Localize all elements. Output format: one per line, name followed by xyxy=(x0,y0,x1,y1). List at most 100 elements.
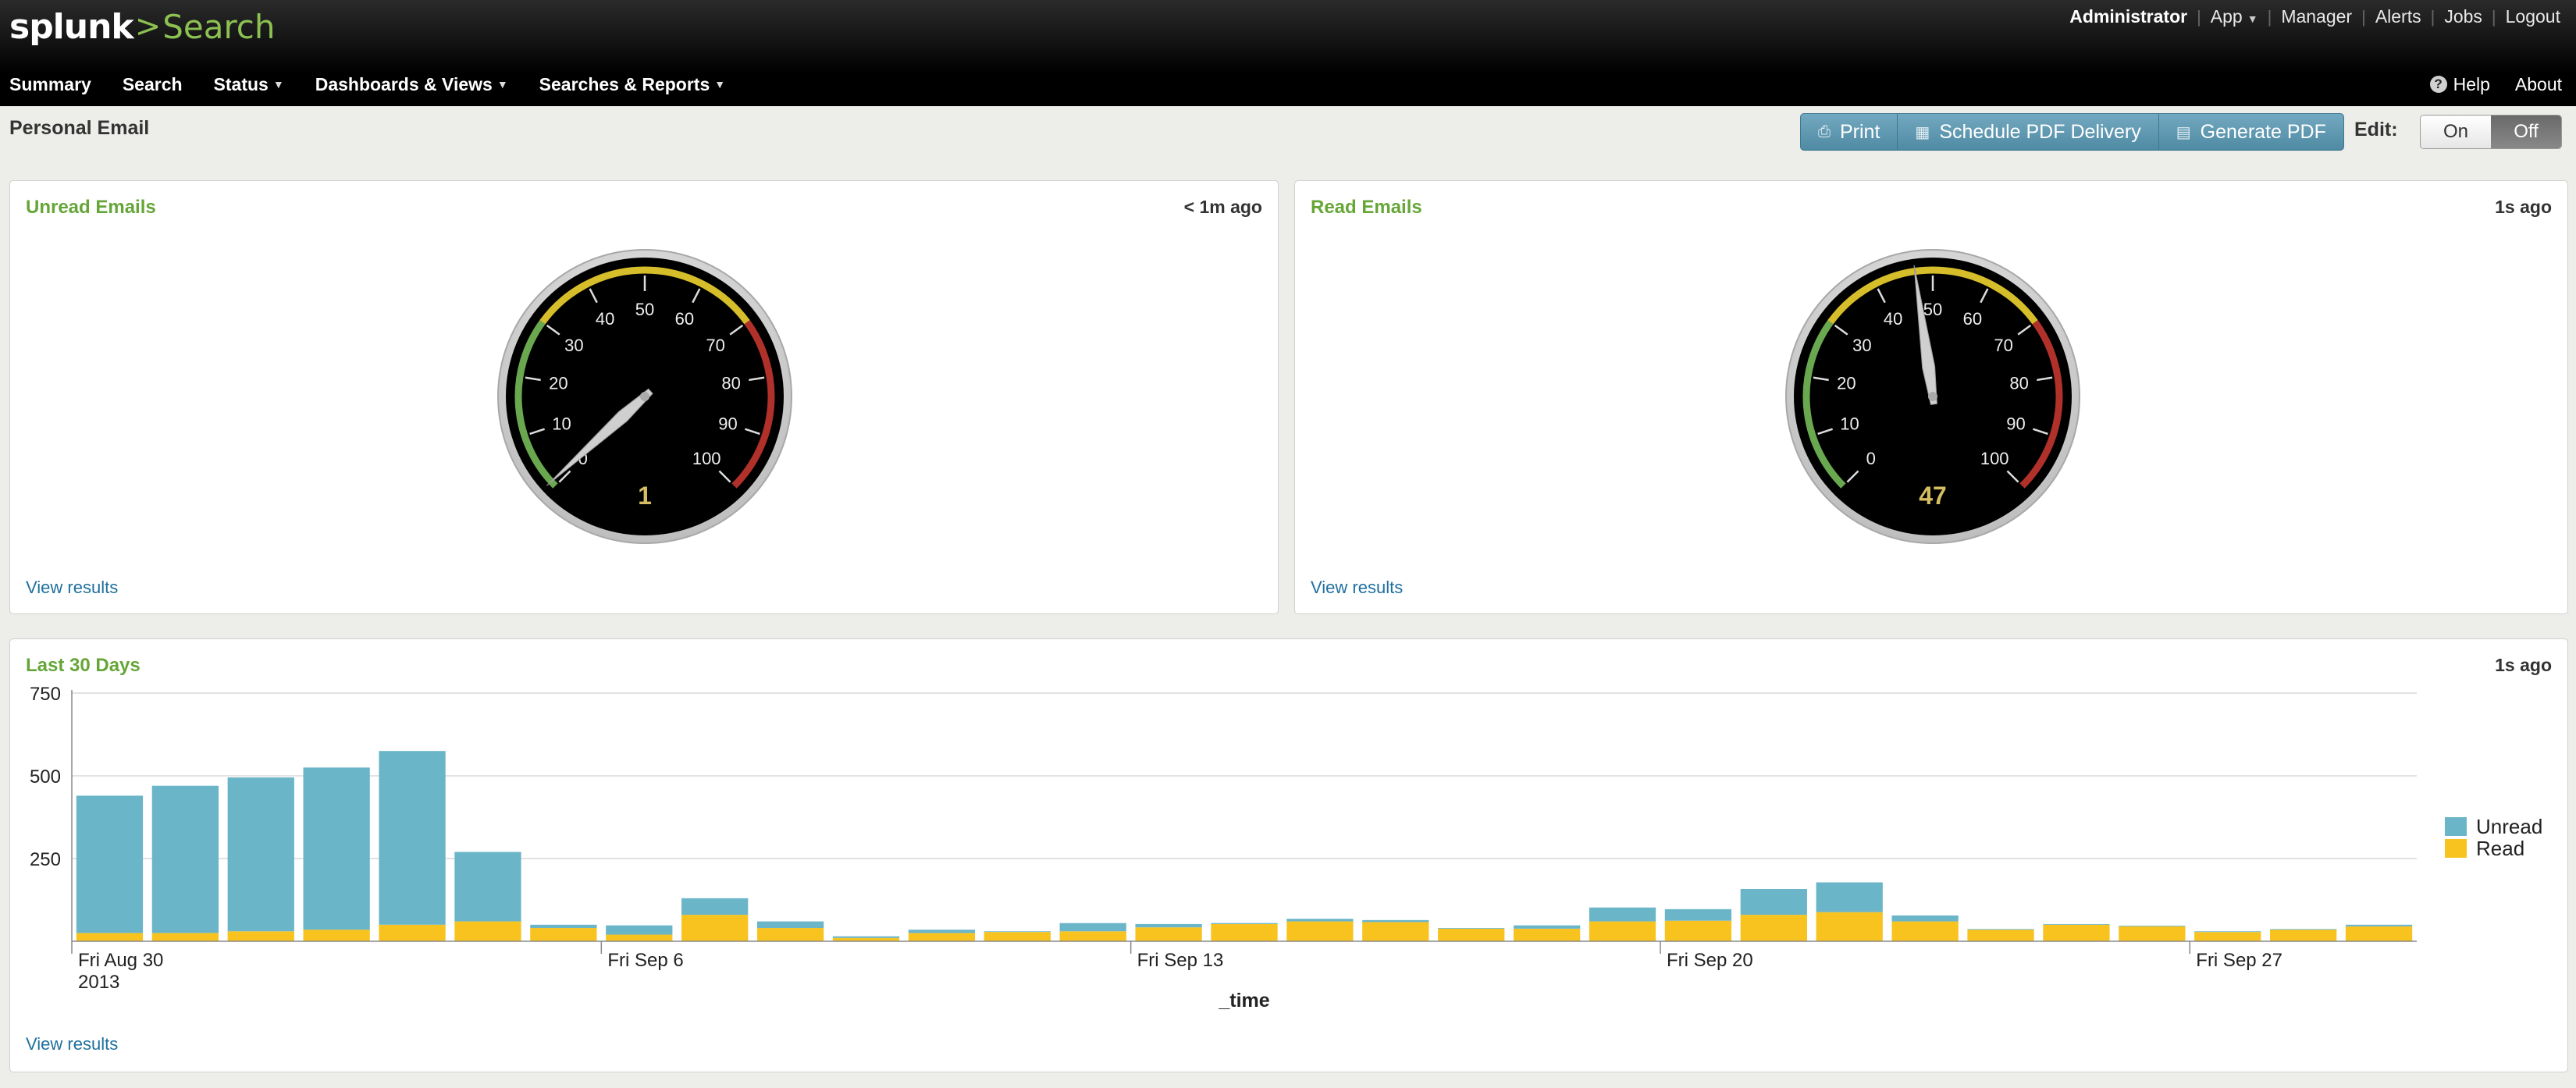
gauge-tick xyxy=(692,288,701,304)
generate-pdf-button[interactable]: ▤ Generate PDF xyxy=(2176,120,2326,143)
logo-text: splunk xyxy=(9,6,134,47)
nav-status[interactable]: Status ▼ xyxy=(213,73,284,94)
gauge-range-band xyxy=(731,320,775,489)
read-emails-panel: Read Emails 1s ago 0 10 20 30 40 50 60 70 80 90 10… xyxy=(1294,180,2568,614)
legend-item-read[interactable]: Read xyxy=(2445,837,2542,860)
gauge-tick xyxy=(1817,428,1833,436)
nav-search[interactable]: Search xyxy=(122,73,183,94)
gauge-tick-label: 40 xyxy=(596,309,614,329)
gauge-tick xyxy=(529,428,545,436)
logout-link[interactable]: Logout xyxy=(2505,6,2560,27)
gauge-tick-label: 80 xyxy=(2009,373,2028,393)
print-button[interactable]: ⎙ Print xyxy=(1801,114,1898,150)
gauge-needle xyxy=(546,388,653,486)
edit-on-button[interactable]: On xyxy=(2421,116,2491,148)
help-icon[interactable]: ? xyxy=(2429,76,2447,93)
edit-toggle: On Off xyxy=(2420,115,2562,149)
gauge-tick xyxy=(745,428,760,436)
chevron-down-icon: ▼ xyxy=(496,78,508,91)
about-link[interactable]: About xyxy=(2514,73,2562,94)
printer-icon: ⎙ xyxy=(1818,123,1831,140)
right-nav: ? Help About xyxy=(2429,70,2562,98)
edit-off-button[interactable]: Off xyxy=(2491,116,2561,148)
help-link[interactable]: Help xyxy=(2453,73,2490,94)
gauge-tick-label: 30 xyxy=(1852,336,1871,355)
app-name: Search xyxy=(162,7,276,46)
gauge-tick-label: 70 xyxy=(1994,336,2012,355)
panel-timestamp: 1s ago xyxy=(2495,197,2552,217)
pdf-toolbar: ⎙ Print ▦ Schedule PDF Delivery ▤ Genera… xyxy=(1800,113,2344,151)
gauge-tick xyxy=(2033,428,2048,436)
read-gauge: 0 10 20 30 40 50 60 70 80 90 100 47 xyxy=(1785,249,2080,544)
gauge-tick-label: 20 xyxy=(549,373,568,393)
gauge-tick xyxy=(1813,376,1829,382)
jobs-link[interactable]: Jobs xyxy=(2444,6,2482,27)
gauge-tick xyxy=(2037,376,2053,382)
gauge-value: 47 xyxy=(1919,482,1947,510)
gauge-tick xyxy=(749,376,765,382)
gauge-value: 1 xyxy=(638,482,652,510)
schedule-pdf-button[interactable]: ▦ Schedule PDF Delivery xyxy=(1898,114,2159,150)
gauge-tick-label: 90 xyxy=(718,414,737,434)
gauge-tick-label: 100 xyxy=(1980,449,2009,468)
view-results-link[interactable]: View results xyxy=(26,578,119,597)
gauge-tick-label: 0 xyxy=(1866,449,1876,468)
gauge-tick-label: 60 xyxy=(675,309,694,329)
chevron-down-icon: ▼ xyxy=(272,78,284,91)
chevron-down-icon: ▼ xyxy=(2247,12,2258,25)
app-menu[interactable]: App ▼ xyxy=(2210,6,2258,27)
gauge-tick xyxy=(2017,324,2032,336)
legend-swatch xyxy=(2445,839,2467,858)
gauge-range-band xyxy=(1827,266,2038,325)
gauge-hub xyxy=(640,392,649,401)
legend-item-unread[interactable]: Unread xyxy=(2445,815,2542,838)
panel-timestamp: 1s ago xyxy=(2495,655,2552,675)
document-icon: ▤ xyxy=(2176,123,2191,141)
panel-title: Read Emails xyxy=(1311,197,1422,218)
logo-caret: > xyxy=(134,9,162,44)
gauge-tick-label: 40 xyxy=(1884,309,1902,329)
gauge-tick xyxy=(718,470,731,483)
gauge-tick-label: 30 xyxy=(564,336,583,355)
last-30-days-panel: Last 30 Days 1s ago View results xyxy=(9,638,2568,1072)
gauge-tick-label: 20 xyxy=(1837,373,1856,393)
nav-summary[interactable]: Summary xyxy=(9,73,91,94)
panel-title: Unread Emails xyxy=(26,197,156,218)
legend-swatch xyxy=(2445,817,2467,836)
gauge-tick-label: 70 xyxy=(706,336,724,355)
gauge-needle xyxy=(1913,265,1937,406)
main-nav: Summary Search Status ▼ Dashboards & View… xyxy=(0,70,747,98)
gauge-tick xyxy=(1846,470,1859,483)
nav-dashboards-views[interactable]: Dashboards & Views ▼ xyxy=(315,73,508,94)
gauge-tick xyxy=(1877,288,1886,304)
gauge-tick xyxy=(729,324,744,336)
panel-title: Last 30 Days xyxy=(26,655,141,676)
splunk-logo[interactable]: splunk > Search xyxy=(9,3,276,50)
gauge-tick xyxy=(1834,324,1848,336)
view-results-link[interactable]: View results xyxy=(1311,578,1404,597)
current-user: Administrator xyxy=(2069,6,2188,27)
panel-timestamp: < 1m ago xyxy=(1183,197,1262,217)
page-title: Personal Email xyxy=(9,117,150,139)
gauge-range-band xyxy=(539,266,750,325)
edit-label: Edit: xyxy=(2354,119,2398,140)
gauge-tick xyxy=(589,288,598,304)
gauge-range-band xyxy=(1802,320,1846,489)
alerts-link[interactable]: Alerts xyxy=(2375,6,2421,27)
gauge-tick xyxy=(558,470,571,483)
gauge-tick-label: 80 xyxy=(721,373,740,393)
manager-link[interactable]: Manager xyxy=(2281,6,2353,27)
gauge-tick xyxy=(546,324,560,336)
gauge-tick-label: 50 xyxy=(635,300,654,319)
gauge-hub xyxy=(1928,392,1937,401)
account-nav: Administrator | App ▼ | Manager | Alerts … xyxy=(2069,6,2560,27)
gauge-tick xyxy=(525,376,541,382)
calendar-icon: ▦ xyxy=(1915,123,1930,141)
nav-searches-reports[interactable]: Searches & Reports ▼ xyxy=(539,73,726,94)
unread-emails-panel: Unread Emails < 1m ago 0 10 20 30 40 50 60 70 80… xyxy=(9,180,1279,614)
chevron-down-icon: ▼ xyxy=(714,78,726,91)
view-results-link[interactable]: View results xyxy=(26,1034,119,1054)
gauge-tick-label: 90 xyxy=(2006,414,2025,434)
gauge-tick-label: 10 xyxy=(552,414,571,434)
